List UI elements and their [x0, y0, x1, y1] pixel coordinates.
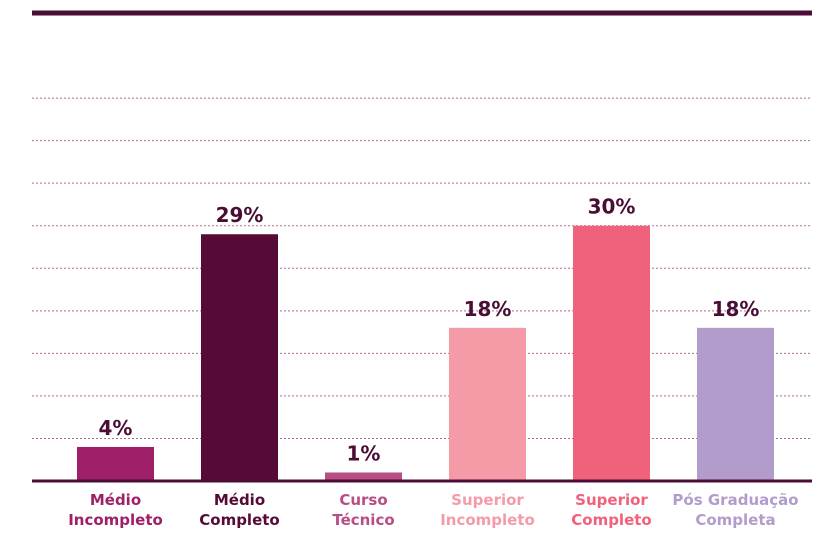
x-tick-label-line: Superior: [575, 491, 648, 509]
bar: [449, 327, 526, 481]
x-tick-label: Superior Completo: [571, 491, 651, 529]
x-tick-label-line: Completo: [571, 511, 651, 529]
x-tick-label-line: Incompleto: [68, 511, 163, 529]
bar: [77, 446, 154, 481]
data-label: 1%: [347, 441, 381, 465]
category-labels: Médio Incompleto Médio Completo Curso Técnico…: [68, 491, 798, 529]
bars: [77, 225, 774, 481]
value-labels: 4% 29% 1% 18% 30% 18%: [99, 195, 760, 466]
data-label: 18%: [712, 297, 760, 321]
data-label: 30%: [588, 195, 636, 219]
gridlines: [32, 97, 812, 439]
bar: [325, 472, 402, 481]
x-tick-label: Pós Graduação Completa: [672, 491, 798, 529]
x-tick-label-line: Médio: [214, 491, 265, 509]
x-tick-label-line: Completo: [199, 511, 279, 529]
data-label: 29%: [216, 203, 264, 227]
x-tick-label-line: Médio: [90, 491, 141, 509]
x-tick-label-line: Curso: [339, 491, 387, 509]
data-label: 4%: [99, 416, 133, 440]
x-tick-label: Médio Completo: [199, 491, 279, 529]
bar: [573, 225, 650, 481]
x-tick-label-line: Incompleto: [440, 511, 535, 529]
data-label: 18%: [464, 297, 512, 321]
x-tick-label: Médio Incompleto: [68, 491, 163, 529]
x-tick-label: Superior Incompleto: [440, 491, 535, 529]
bar: [201, 234, 278, 481]
x-tick-label-line: Superior: [451, 491, 524, 509]
x-tick-label-line: Completa: [695, 511, 775, 529]
x-tick-label-line: Pós Graduação: [672, 491, 798, 509]
x-tick-label: Curso Técnico: [332, 491, 394, 529]
x-tick-label-line: Técnico: [332, 511, 394, 529]
bar: [697, 327, 774, 481]
